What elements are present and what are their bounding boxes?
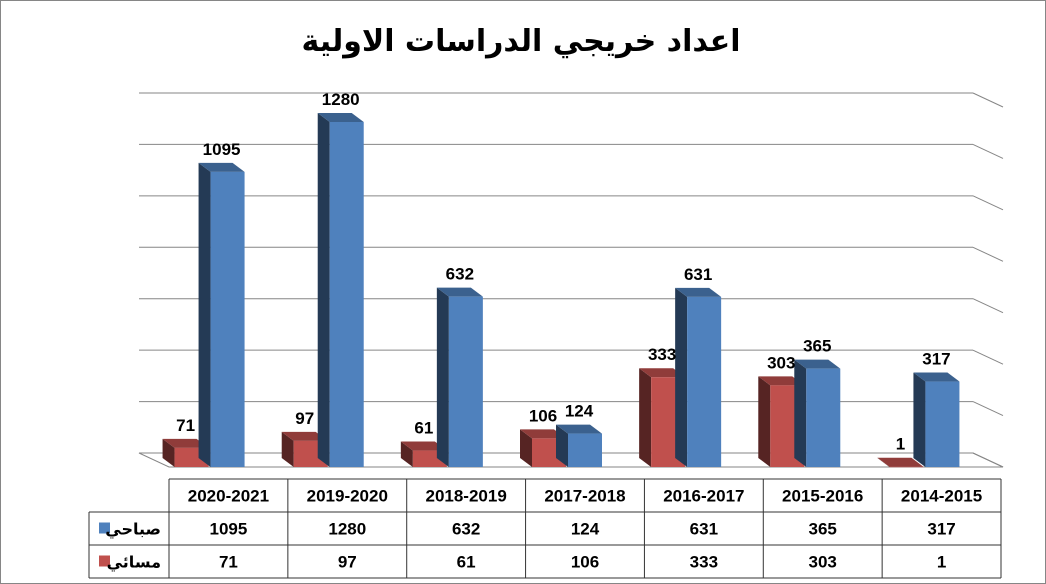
data-label: 61 <box>414 419 433 438</box>
table-cell: 1095 <box>210 520 248 539</box>
chart-title: اعداد خريجي الدراسات الاولية <box>302 24 741 59</box>
table-cell: 631 <box>690 520 718 539</box>
bar-morning-2020-2021 <box>198 162 245 467</box>
table-header-cell: 2016-2017 <box>663 487 744 506</box>
gridline-side <box>972 195 1004 211</box>
bar-morning-2018-2019 <box>436 287 483 467</box>
data-label: 71 <box>176 416 195 435</box>
gridline-side <box>972 401 1004 417</box>
table-row-label: مسائي <box>107 553 161 573</box>
bar-morning-2017-2018 <box>556 424 602 467</box>
data-label: 317 <box>922 350 950 369</box>
table-cell: 365 <box>809 520 837 539</box>
data-label: 1095 <box>203 140 241 159</box>
data-label: 632 <box>446 265 474 284</box>
table-header-cell: 2019-2020 <box>307 487 388 506</box>
table-cell: 333 <box>690 553 718 572</box>
table-cell: 1280 <box>328 520 366 539</box>
gridline-side <box>972 298 1004 314</box>
gridline-side <box>972 92 1004 108</box>
bar-evening-2017-2018 <box>520 429 566 467</box>
gridline-side <box>972 349 1004 365</box>
data-label: 631 <box>684 265 712 284</box>
bar-morning-2015-2016 <box>794 359 841 467</box>
data-labels: 71 1095 97 1280 61 632 106 124 333 631 303 365 1 317 <box>176 90 951 454</box>
gridline-side <box>972 143 1004 159</box>
data-label: 106 <box>529 406 557 425</box>
data-label: 97 <box>295 409 314 428</box>
table-cell: 632 <box>452 520 480 539</box>
table-cell: 106 <box>571 553 599 572</box>
data-table: 2020-2021 2019-2020 2018-2019 2017-2018 2016… <box>88 478 1002 579</box>
table-cell: 1 <box>937 553 946 572</box>
table-header-cell: 2014-2015 <box>901 487 982 506</box>
table-cell: 71 <box>219 553 238 572</box>
data-label: 303 <box>767 353 795 372</box>
bar-morning-2019-2020 <box>317 113 364 467</box>
gridline-side <box>972 246 1004 262</box>
table-header-cell: 2020-2021 <box>188 487 269 506</box>
table-cell: 303 <box>809 553 837 572</box>
table-cell: 61 <box>457 553 476 572</box>
legend-swatch <box>99 555 110 567</box>
data-label: 1 <box>896 435 905 454</box>
bar-morning-2014-2015 <box>913 372 960 467</box>
table-cell: 97 <box>338 553 357 572</box>
data-label: 333 <box>648 345 676 364</box>
table-cell: 317 <box>927 520 955 539</box>
bar-morning-2016-2017 <box>675 287 722 467</box>
bar-evening-2014-2015 <box>877 457 924 468</box>
table-header-cell: 2018-2019 <box>425 487 506 506</box>
table-cell: 124 <box>571 520 600 539</box>
bar-evening-2018-2019 <box>400 441 447 467</box>
data-label: 365 <box>803 337 831 356</box>
legend-swatch <box>99 522 110 534</box>
gridlines <box>138 92 1004 468</box>
table-header-cell: 2015-2016 <box>782 487 863 506</box>
table-row-label: صباحي <box>105 520 161 540</box>
table-header-cell: 2017-2018 <box>544 487 625 506</box>
data-label: 124 <box>565 402 594 421</box>
data-label: 1280 <box>322 90 360 109</box>
bars <box>162 113 960 468</box>
